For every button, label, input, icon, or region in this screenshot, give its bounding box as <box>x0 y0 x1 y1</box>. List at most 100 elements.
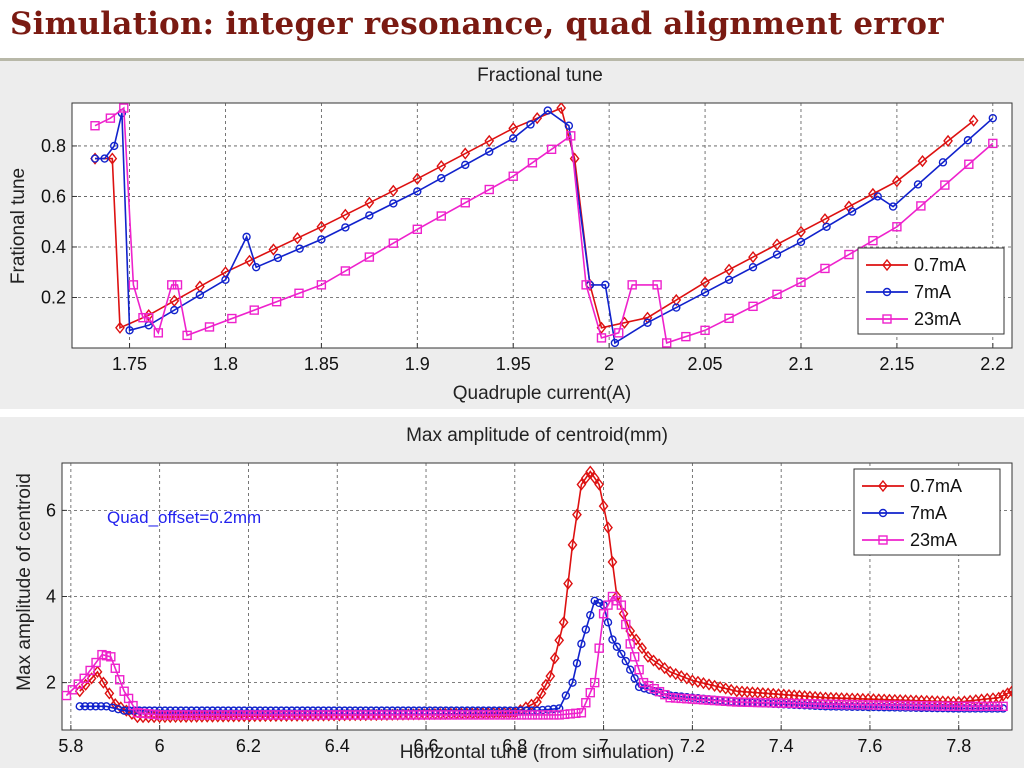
data-point <box>452 710 462 720</box>
x-axis-label: Horizontal tune (from simulation) <box>400 742 675 763</box>
data-point <box>671 693 681 703</box>
data-point <box>826 699 836 709</box>
data-point <box>987 701 997 712</box>
data-point <box>596 333 607 343</box>
legend: 0.7mA 7mA 23mA <box>857 247 1005 335</box>
data-point <box>500 710 511 720</box>
data-point <box>831 699 841 710</box>
data-point <box>630 674 639 683</box>
x-tick-label: 7.4 <box>769 736 794 756</box>
data-point <box>143 709 154 719</box>
data-point <box>484 184 494 195</box>
x-tick-label: 1.8 <box>213 354 238 374</box>
data-point <box>154 710 165 720</box>
data-point <box>784 698 794 708</box>
data-point <box>748 301 758 312</box>
data-point <box>340 208 351 221</box>
data-point <box>516 710 527 720</box>
data-point <box>271 296 282 307</box>
y-axis-label: Frational tune <box>8 168 29 284</box>
y-tick-label: 0.8 <box>41 136 66 156</box>
data-point <box>580 471 591 485</box>
data-point <box>457 710 468 720</box>
data-point <box>316 220 327 233</box>
data-point <box>202 710 212 720</box>
legend-marker <box>878 508 888 518</box>
data-point <box>302 710 313 720</box>
data-point <box>742 697 752 707</box>
x-tick-label: 6.6 <box>414 736 439 756</box>
data-point <box>160 710 170 720</box>
data-point <box>119 103 129 113</box>
data-point <box>681 331 691 342</box>
data-point <box>364 196 375 209</box>
data-point <box>648 654 659 667</box>
data-point <box>796 237 806 247</box>
data-point <box>948 701 959 711</box>
data-point <box>779 698 789 708</box>
x-tick-label: 6 <box>155 736 165 756</box>
data-point <box>91 702 100 711</box>
data-point <box>463 710 473 720</box>
data-point <box>836 699 847 710</box>
data-point <box>772 250 782 259</box>
data-point <box>965 701 975 712</box>
data-point <box>1002 687 1012 700</box>
data-point <box>114 704 123 714</box>
data-point <box>943 701 953 711</box>
data-point <box>968 114 979 127</box>
data-point <box>387 710 398 720</box>
data-point <box>724 263 734 276</box>
data-point <box>98 676 109 689</box>
data-point <box>758 697 768 708</box>
data-point <box>687 674 698 687</box>
data-point <box>364 252 375 262</box>
data-point <box>820 699 831 709</box>
data-point <box>572 659 582 668</box>
data-point <box>879 700 889 710</box>
data-point <box>543 705 553 714</box>
data-point <box>709 695 720 706</box>
data-point <box>485 147 494 156</box>
data-point <box>626 665 635 674</box>
data-point <box>558 616 569 629</box>
data-point <box>273 253 283 263</box>
data-point <box>545 670 556 683</box>
data-point <box>110 141 119 151</box>
data-point <box>715 696 725 706</box>
data-point <box>847 699 857 710</box>
data-point <box>527 710 537 720</box>
data-point <box>460 198 470 208</box>
series-line <box>94 106 994 344</box>
centroid-amplitude-chart: 5.8 6 6.2 6.4 6.6 6.8 7 7.2 7.4 7.6 7.8 2 4 6 Max ampl… <box>14 425 1013 763</box>
data-point <box>294 288 304 298</box>
data-point <box>747 697 758 708</box>
data-point <box>412 172 423 185</box>
data-point <box>361 710 371 720</box>
data-point <box>169 294 180 307</box>
data-point <box>687 694 698 704</box>
data-point <box>260 710 271 720</box>
data-point <box>176 710 186 720</box>
data-point <box>554 710 564 720</box>
fractional-tune-chart: 1.75 1.8 1.85 1.9 1.95 2 2.05 2.1 2.15 2.2 0.2 0.4 0… <box>8 65 1013 404</box>
x-tick-label: 7.2 <box>680 736 705 756</box>
data-point <box>594 478 605 491</box>
data-point <box>389 199 398 208</box>
data-point <box>940 180 950 190</box>
data-point <box>437 173 446 183</box>
data-point <box>590 596 599 606</box>
data-point <box>149 709 159 720</box>
x-tick-label: 5.8 <box>58 736 83 756</box>
data-point <box>796 225 806 238</box>
data-point <box>693 675 703 688</box>
data-point <box>748 262 758 272</box>
data-point <box>413 187 422 196</box>
data-point <box>104 687 115 700</box>
data-point <box>234 710 244 720</box>
data-point <box>868 700 879 710</box>
data-point <box>665 693 675 703</box>
data-point <box>964 159 974 169</box>
legend-marker <box>882 314 892 324</box>
data-point <box>585 465 596 478</box>
